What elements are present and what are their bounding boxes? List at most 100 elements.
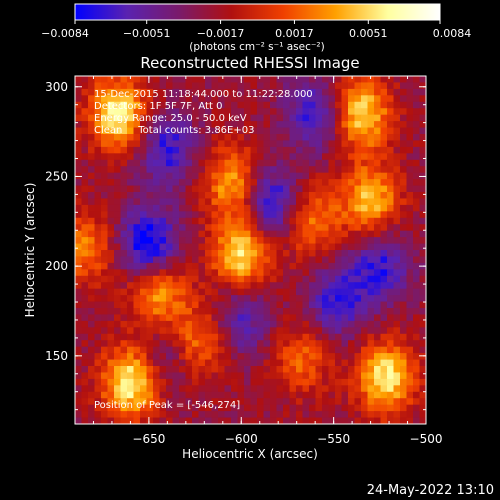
heatmap-cell — [289, 340, 297, 348]
heatmap-cell — [218, 237, 225, 244]
heatmap-cell — [387, 211, 394, 219]
heatmap-cell — [315, 114, 323, 122]
heatmap-cell — [81, 101, 89, 109]
heatmap-cell — [335, 179, 342, 186]
heatmap-cell — [133, 250, 141, 257]
heatmap-cell — [270, 192, 277, 199]
heatmap-cell — [179, 320, 186, 328]
heatmap-cell — [107, 378, 115, 386]
heatmap-cell — [315, 224, 323, 232]
heatmap-cell — [361, 398, 368, 406]
heatmap-cell — [335, 295, 342, 302]
heatmap-cell — [270, 288, 277, 296]
heatmap-cell — [205, 166, 212, 174]
heatmap-cell — [393, 404, 401, 412]
heatmap-cell — [328, 121, 336, 128]
heatmap-cell — [302, 295, 310, 302]
heatmap-cell — [198, 217, 206, 225]
heatmap-cell — [419, 192, 426, 199]
heatmap-cell — [322, 211, 329, 219]
heatmap-cell — [179, 95, 186, 103]
heatmap-cell — [361, 204, 368, 212]
heatmap-cell — [367, 340, 375, 348]
x-axis-label: Heliocentric X (arcsec) — [182, 447, 318, 461]
heatmap-cell — [270, 76, 277, 83]
heatmap-cell — [257, 204, 264, 212]
heatmap-cell — [302, 224, 310, 232]
heatmap-cell — [348, 256, 355, 264]
heatmap-cell — [140, 198, 147, 206]
heatmap-cell — [335, 134, 342, 141]
heatmap-cell — [166, 288, 173, 296]
heatmap-cell — [328, 391, 336, 399]
heatmap-cell — [172, 275, 180, 283]
heatmap-cell — [302, 185, 310, 193]
heatmap-cell — [335, 282, 342, 290]
heatmap-cell — [185, 269, 193, 277]
heatmap-cell — [400, 217, 407, 225]
heatmap-cell — [413, 88, 420, 96]
heatmap-cell — [224, 314, 232, 322]
heatmap-cell — [94, 262, 102, 270]
y-tick-label: 200 — [45, 259, 68, 273]
heatmap-cell — [101, 308, 108, 315]
heatmap-cell — [179, 353, 186, 360]
heatmap-cell — [231, 217, 238, 225]
heatmap-cell — [257, 108, 264, 116]
heatmap-cell — [406, 101, 414, 109]
heatmap-cell — [419, 417, 426, 424]
heatmap-cell — [211, 314, 219, 322]
heatmap-cell — [296, 391, 303, 399]
heatmap-cell — [153, 366, 160, 373]
heatmap-cell — [380, 134, 388, 141]
heatmap-cell — [211, 269, 219, 277]
heatmap-cell — [296, 250, 303, 257]
heatmap-cell — [276, 127, 284, 135]
heatmap-cell — [88, 398, 95, 406]
heatmap-cell — [283, 398, 290, 406]
heatmap-cell — [309, 327, 316, 335]
heatmap-cell — [231, 346, 238, 354]
heatmap-cell — [179, 82, 186, 90]
heatmap-cell — [270, 385, 277, 393]
heatmap-cell — [257, 211, 264, 219]
heatmap-cell — [166, 359, 173, 367]
heatmap-cell — [335, 340, 342, 348]
heatmap-cell — [140, 237, 147, 244]
heatmap-cell — [283, 295, 290, 302]
heatmap-cell — [159, 172, 167, 180]
heatmap-cell — [315, 391, 323, 399]
heatmap-cell — [322, 269, 329, 277]
heatmap-cell — [419, 301, 426, 309]
heatmap-cell — [153, 333, 160, 341]
heatmap-cell — [335, 359, 342, 367]
heatmap-cell — [263, 404, 271, 412]
heatmap-cell — [75, 230, 82, 238]
heatmap-cell — [354, 411, 362, 418]
heatmap-cell — [354, 237, 362, 244]
heatmap-cell — [289, 172, 297, 180]
heatmap-cell — [192, 295, 199, 302]
heatmap-cell — [153, 224, 160, 232]
heatmap-cell — [348, 121, 355, 128]
heatmap-cell — [406, 114, 414, 122]
heatmap-cell — [250, 385, 258, 393]
heatmap-cell — [315, 333, 323, 341]
heatmap-cell — [413, 172, 420, 180]
heatmap-cell — [400, 185, 407, 193]
heatmap-cell — [224, 95, 232, 103]
heatmap-cell — [263, 172, 271, 180]
heatmap-cell — [309, 366, 316, 373]
heatmap-cell — [387, 159, 394, 167]
heatmap-cell — [341, 385, 349, 393]
heatmap-cell — [361, 404, 368, 412]
heatmap-cell — [419, 385, 426, 393]
heatmap-cell — [283, 378, 290, 386]
heatmap-cell — [146, 288, 154, 296]
heatmap-cell — [127, 417, 134, 424]
heatmap-cell — [400, 333, 407, 341]
heatmap-cell — [283, 333, 290, 341]
heatmap-cell — [309, 411, 316, 418]
heatmap-cell — [198, 372, 206, 380]
heatmap-cell — [179, 140, 186, 148]
